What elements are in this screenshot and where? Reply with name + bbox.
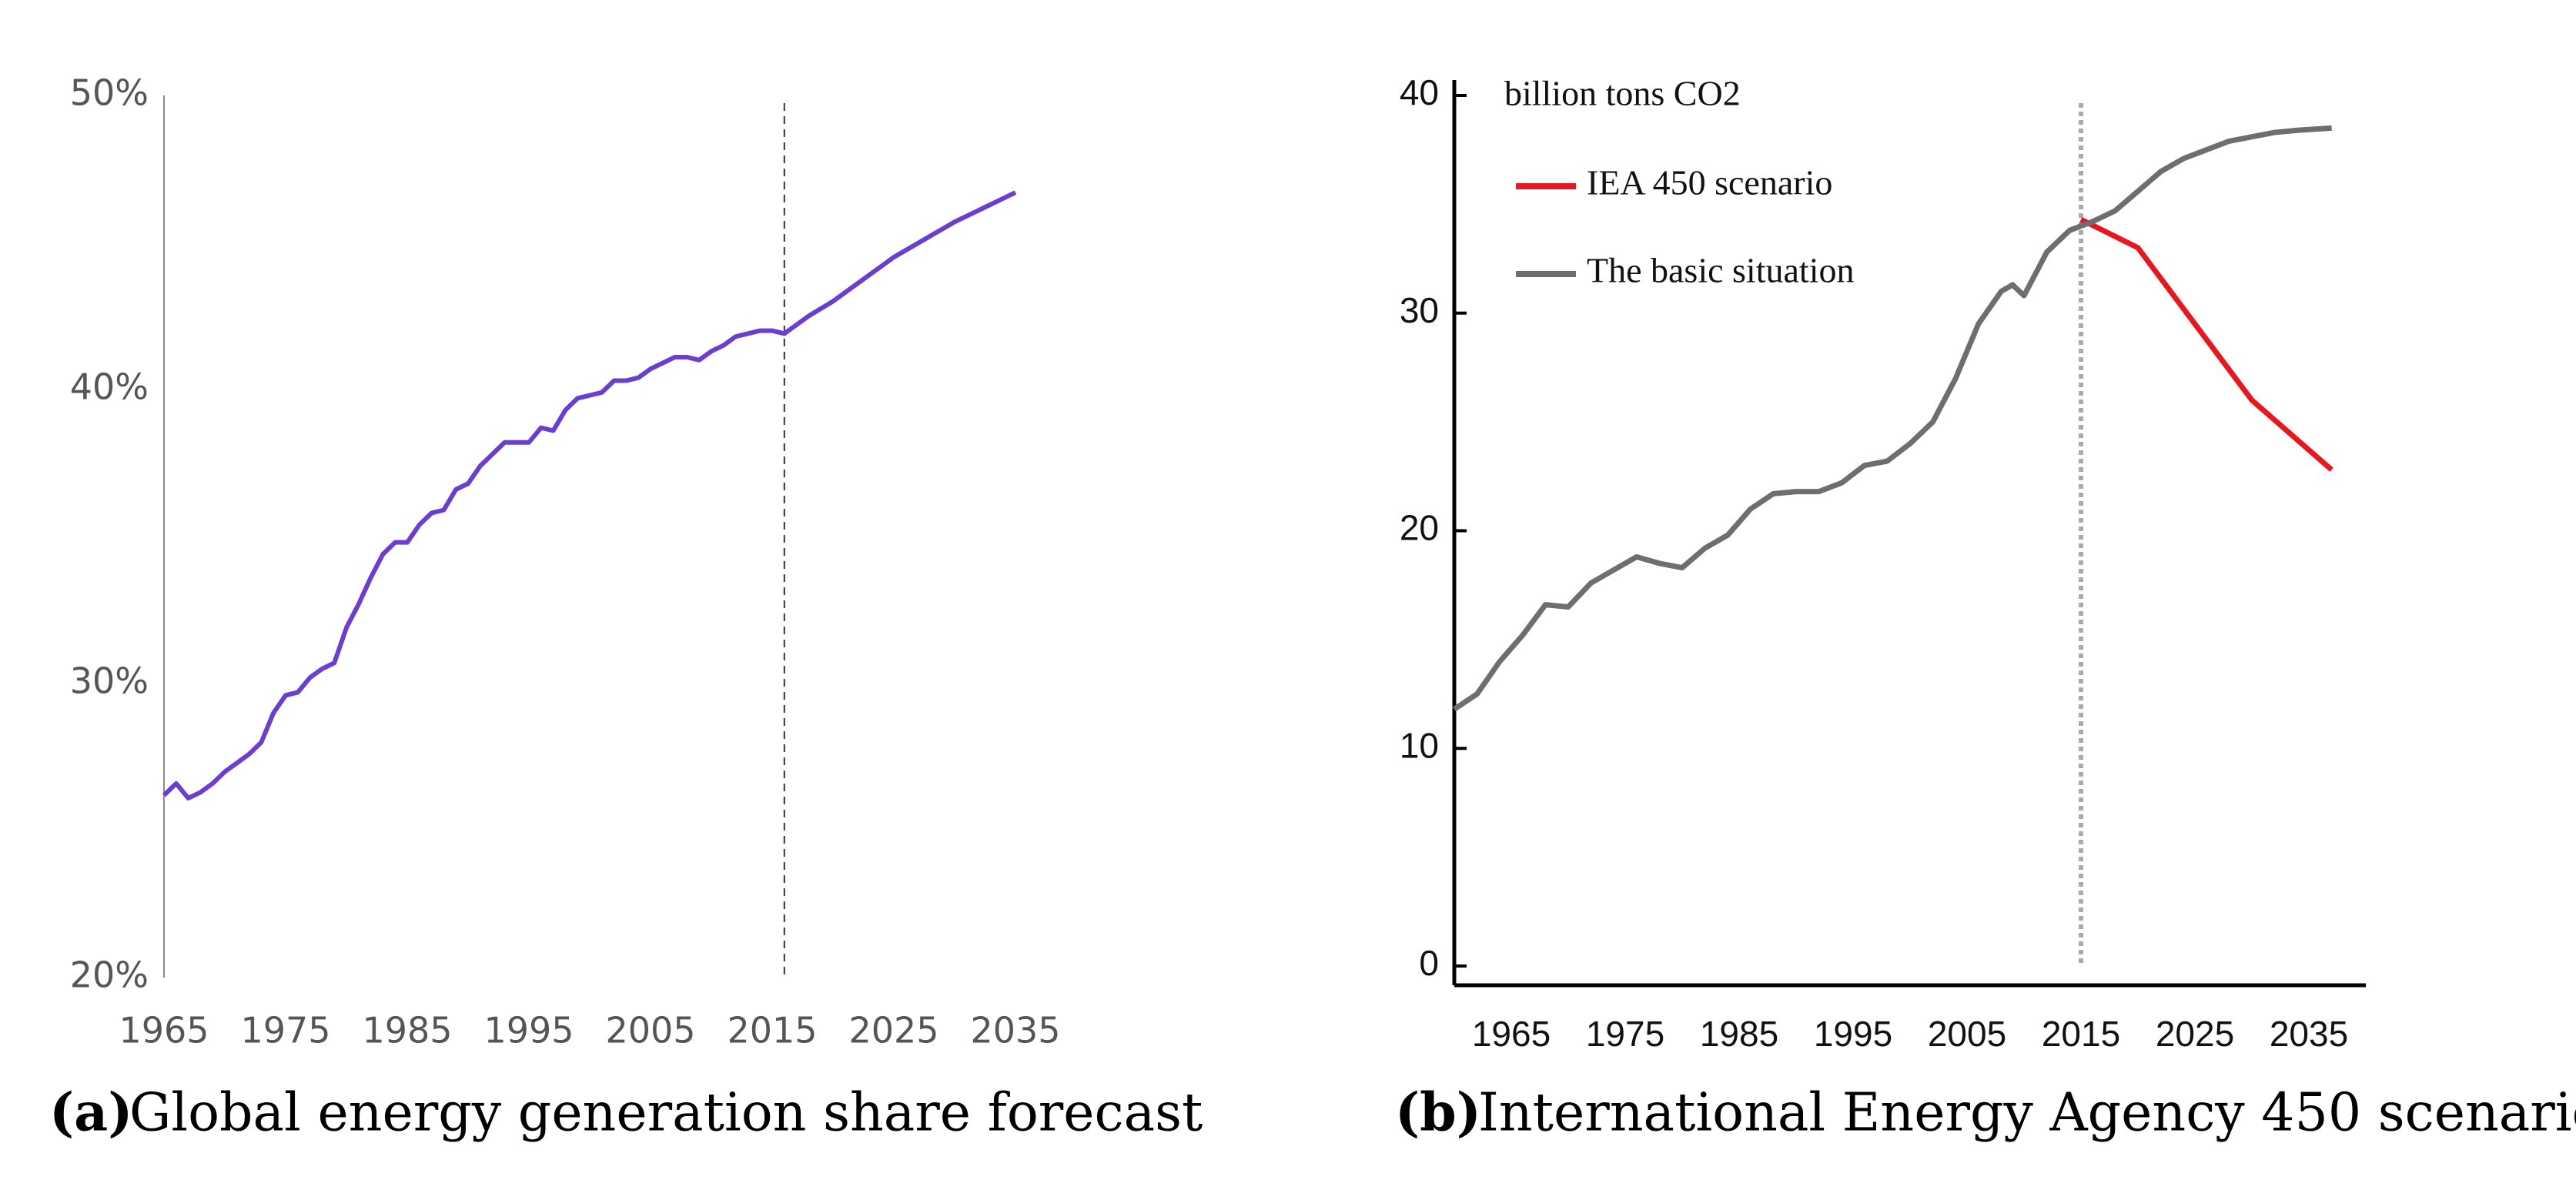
legend-label: The basic situation [1587,251,1854,290]
y-tick-label: 40 [1400,72,1439,112]
x-tick-label: 2015 [727,1010,817,1051]
y-tick-label: 40% [70,366,149,408]
x-tick-label: 2035 [970,1010,1060,1051]
caption: International Energy Agency 450 scenario [1478,1083,2576,1144]
series-line [1453,125,2332,712]
x-tick-label: 1975 [1586,1014,1664,1054]
y-tick-label: 10 [1400,725,1439,765]
x-tick-label: 1975 [240,1010,330,1051]
x-tick-label: 2005 [605,1010,695,1051]
x-tick-label: 2005 [1928,1014,2006,1054]
x-tick-label: 1985 [362,1010,452,1051]
y-tick-label: 20% [70,954,149,996]
x-tick-label: 2035 [2270,1014,2348,1054]
legend-label: IEA 450 scenario [1587,163,1832,202]
caption: Global energy generation share forecast [129,1083,1203,1144]
x-tick-label: 1985 [1700,1014,1778,1054]
x-tick-label: 2015 [2042,1014,2120,1054]
y-axis-label: billion tons CO2 [1504,74,1741,113]
y-tick-label: 30 [1400,290,1439,330]
x-tick-label: 2025 [2156,1014,2234,1054]
x-tick-label: 1995 [483,1010,574,1051]
y-tick-label: 30% [70,660,149,702]
caption-label: (a) [49,1082,132,1144]
x-tick-label: 2025 [848,1010,938,1051]
caption-label: (b) [1395,1082,1481,1144]
y-tick-label: 50% [70,72,149,114]
y-tick-label: 20 [1400,508,1439,548]
x-tick-label: 1965 [119,1010,209,1051]
series-line [162,190,1017,801]
x-tick-label: 1995 [1814,1014,1892,1054]
series-line [2079,217,2333,472]
y-tick-label: 0 [1419,943,1439,983]
x-tick-label: 1965 [1472,1014,1551,1054]
